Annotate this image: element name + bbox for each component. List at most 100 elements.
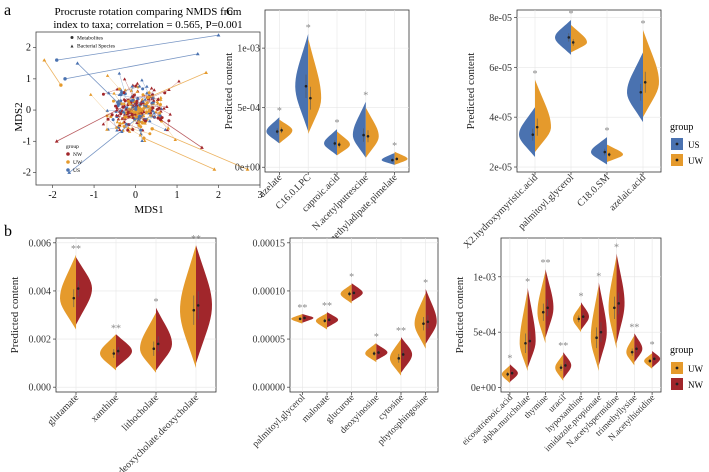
b3-violin-uw — [555, 354, 564, 381]
metabolite-point — [147, 91, 151, 95]
procrustes-link — [134, 118, 142, 134]
procrustes-link — [119, 123, 141, 136]
b3-median-dot — [528, 339, 532, 343]
procrustes-pair-link — [43, 59, 62, 86]
bacterial-species-point — [142, 139, 147, 143]
bacterial-species-point — [137, 119, 141, 123]
bacterial-species-point — [159, 97, 163, 101]
b2-violin-uw — [291, 314, 303, 324]
procrustes-pair-link — [56, 106, 124, 142]
metabolite-point — [145, 110, 149, 114]
b3-significance-label: * — [650, 340, 655, 351]
c1-violin-us — [324, 129, 337, 156]
c1-significance-label: * — [392, 141, 397, 152]
bacterial-species-point — [122, 101, 126, 105]
bacterial-species-point — [204, 70, 208, 74]
b1-median-dot — [112, 352, 116, 355]
c2-significance-label: * — [641, 19, 646, 30]
b1-y-tick-label: 0.004 — [29, 286, 52, 297]
bacterial-species-point — [163, 127, 168, 131]
c2-violin-uw — [607, 144, 623, 163]
metabolite-point — [63, 77, 67, 81]
bacterial-species-point — [127, 129, 132, 133]
bacterial-species-point — [126, 126, 130, 130]
b3-violin-uw — [537, 271, 546, 344]
c2-y-label: Predicted content — [465, 53, 477, 130]
bacterial-species-point — [131, 103, 135, 107]
b3-median-dot — [635, 347, 638, 351]
procrustes-x-tick-label: -2 — [48, 190, 56, 201]
b3-violin-nw — [616, 253, 625, 344]
bacterial-species-point — [135, 81, 140, 85]
b3-significance-label: * — [614, 243, 619, 254]
bacterial-species-point — [165, 104, 169, 108]
procrustes-link — [159, 99, 162, 114]
b3-median-dot — [648, 359, 652, 363]
b2-median-dot — [377, 351, 380, 354]
metabolite-point — [110, 113, 114, 117]
c2-median-dot — [603, 150, 607, 154]
group-legend-c-uw-label: UW — [688, 156, 703, 166]
procrustes-pair-link — [56, 34, 219, 61]
b2-violin-nw — [327, 312, 339, 328]
b3-violin-uw — [608, 255, 617, 349]
b2-violin-nw — [425, 289, 437, 344]
metabolite-point — [117, 102, 121, 106]
metabolite-point — [157, 106, 161, 110]
b1-median-dot — [72, 296, 76, 300]
b2-y-tick-label: 0.00015 — [253, 238, 286, 249]
bacterial-species-point — [149, 86, 154, 90]
procrustes-x-tick-label: 3 — [258, 190, 263, 201]
group-legend-a-title: group — [66, 144, 79, 150]
b1-y-tick-label: 0.006 — [29, 238, 52, 249]
c1-significance-label: * — [363, 91, 368, 102]
c2-violin-us — [555, 19, 571, 55]
bacterial-species-point — [75, 61, 80, 65]
c2-y-tick-label: 4e-05 — [489, 113, 512, 124]
c1-violin-uw — [279, 119, 293, 144]
c2-violin-us — [591, 137, 607, 165]
b2-significance-label: * — [423, 278, 428, 289]
bacterial-species-point — [105, 127, 109, 131]
b1-median-dot — [116, 349, 120, 353]
b3-violin-nw — [634, 333, 643, 363]
b2-median-dot — [348, 292, 351, 296]
c1-violin-us — [266, 117, 280, 144]
group-legend-b-uw-dot — [675, 366, 679, 370]
b1-median-dot — [192, 308, 196, 312]
b1-x-tick-label: lithocholate — [120, 392, 162, 434]
b3-violin-nw — [563, 352, 572, 379]
metabolite-point — [123, 115, 127, 119]
group-legend-b-nw-dot — [675, 382, 679, 386]
procrustes-link — [116, 112, 127, 128]
c1-y-tick-label: 0e+00 — [235, 163, 260, 174]
bacterial-species-point — [143, 97, 147, 101]
bacterial-species-point — [143, 102, 147, 106]
bacterial-species-point — [115, 120, 120, 124]
bacterial-species-point — [134, 115, 138, 119]
metabolite-point — [121, 105, 125, 109]
bacterial-species-point — [140, 78, 144, 82]
procrustes-link — [126, 109, 146, 122]
bacterial-species-point — [142, 110, 146, 114]
c2-violin-us — [627, 52, 643, 123]
b1-violin-uw — [100, 334, 116, 371]
metabolite-point — [130, 113, 134, 117]
bacterial-species-point — [115, 87, 119, 91]
b2-median-dot — [397, 357, 401, 360]
c1-median-dot — [309, 96, 312, 100]
bacterial-species-point — [149, 110, 153, 114]
procrustes-link — [139, 97, 149, 109]
bacterial-species-point — [114, 113, 119, 117]
c1-y-label: Predicted content — [223, 53, 235, 130]
bacterial-species-point — [134, 102, 139, 106]
metabolite-point — [146, 95, 150, 100]
c2-violin-uw — [643, 29, 659, 118]
bacterial-species-point — [195, 51, 200, 56]
procrustes-pair-link — [151, 128, 248, 170]
b1-significance-label: * — [154, 297, 159, 308]
bacterial-species-point — [162, 106, 166, 110]
panel-label-b: b — [4, 223, 12, 240]
b1-median-dot — [156, 342, 160, 346]
c1-violin-uw — [365, 107, 379, 158]
